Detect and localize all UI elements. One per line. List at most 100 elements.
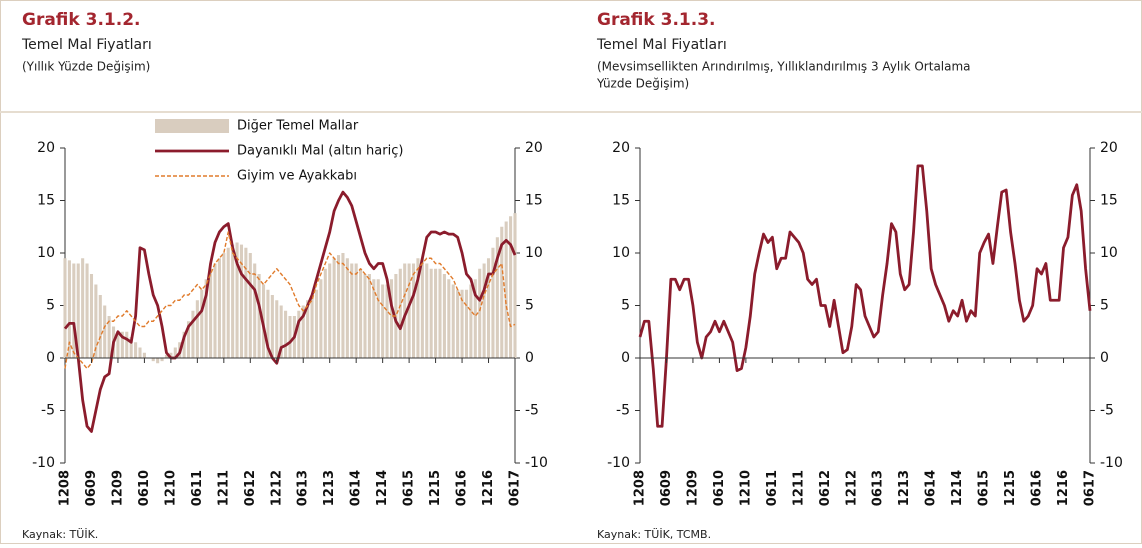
bar xyxy=(200,289,204,358)
bar xyxy=(306,300,310,358)
bar xyxy=(156,358,160,364)
bar xyxy=(151,358,155,362)
bar xyxy=(495,237,499,358)
source: Kaynak: TÜİK. xyxy=(22,528,98,541)
bar xyxy=(98,295,102,358)
chart-note: (Mevsimsellikten Arındırılmış, Yıllıklan… xyxy=(597,60,971,74)
bar xyxy=(451,284,455,358)
y-tick-label: -5 xyxy=(616,403,630,419)
bar xyxy=(116,331,120,358)
x-tick-label: 1211 xyxy=(791,470,806,506)
x-tick-label: 1209 xyxy=(110,470,125,506)
bar xyxy=(63,258,67,358)
x-tick-label: 0611 xyxy=(765,470,780,506)
bar xyxy=(354,263,358,358)
bar xyxy=(169,352,173,358)
bar xyxy=(213,263,217,358)
bar xyxy=(297,310,301,358)
bar xyxy=(336,255,341,358)
legend-label: Giyim ve Ayakkabı xyxy=(237,169,357,184)
x-tick-label: 0613 xyxy=(871,470,886,506)
bar xyxy=(209,268,213,358)
bar xyxy=(385,284,389,358)
chart-subtitle: Temel Mal Fiyatları xyxy=(21,37,152,53)
bar xyxy=(504,221,508,358)
x-tick-label: 0617 xyxy=(508,470,523,506)
bar xyxy=(319,279,323,358)
bar xyxy=(363,274,367,358)
y-tick-label: 10 xyxy=(37,245,55,261)
legend-swatch xyxy=(155,119,229,133)
bar xyxy=(341,253,345,358)
bar xyxy=(398,268,402,358)
legend-label: Dayanıklı Mal (altın hariç) xyxy=(237,144,403,159)
bar xyxy=(460,289,464,358)
bar xyxy=(425,263,429,358)
bar xyxy=(332,258,336,358)
bar xyxy=(85,263,89,358)
bar xyxy=(142,352,146,358)
bar xyxy=(345,258,349,358)
x-tick-label: 0615 xyxy=(402,470,417,506)
bar xyxy=(429,268,433,358)
y2-tick-label: 20 xyxy=(1100,140,1118,156)
x-tick-label: 1214 xyxy=(375,470,390,506)
legend-label: Diğer Temel Mallar xyxy=(237,119,359,134)
line-series xyxy=(638,164,1092,428)
chart-subtitle: Temel Mal Fiyatları xyxy=(596,37,727,53)
bar xyxy=(314,289,319,358)
bar xyxy=(372,279,376,358)
x-tick-label: 0612 xyxy=(243,470,258,506)
x-tick-label: 1212 xyxy=(844,470,859,506)
x-tick-label: 1214 xyxy=(950,470,965,506)
x-tick-label: 0612 xyxy=(818,470,833,506)
bar xyxy=(328,263,332,358)
bar xyxy=(107,316,111,358)
y2-tick-label: -5 xyxy=(525,403,539,419)
x-tick-label: 0611 xyxy=(190,470,205,506)
bar xyxy=(266,289,270,358)
line-series xyxy=(64,231,516,370)
y2-tick-label: 20 xyxy=(525,140,543,156)
x-tick-label: 0615 xyxy=(977,470,992,506)
bar xyxy=(438,268,442,358)
bar xyxy=(420,258,424,358)
bar xyxy=(500,226,504,358)
bar xyxy=(160,358,164,362)
bar xyxy=(323,268,327,358)
x-tick-label: 1213 xyxy=(897,470,912,506)
bar xyxy=(486,258,491,358)
bar xyxy=(389,279,394,358)
y2-tick-label: 10 xyxy=(1100,245,1118,261)
x-tick-label: 0610 xyxy=(712,470,727,506)
y-tick-label: 5 xyxy=(46,298,55,314)
chart-title: Grafik 3.1.3. xyxy=(597,10,716,30)
bar xyxy=(253,263,257,358)
x-tick-label: 0613 xyxy=(296,470,311,506)
bar xyxy=(403,263,407,358)
y-tick-label: 5 xyxy=(621,298,630,314)
bar xyxy=(275,300,279,358)
bar xyxy=(226,247,230,358)
x-tick-label: 1210 xyxy=(738,470,753,506)
x-tick-label: 1216 xyxy=(1056,470,1071,506)
x-tick-label: 1215 xyxy=(1003,470,1018,506)
chart-title: Grafik 3.1.2. xyxy=(22,10,141,30)
y-tick-label: 0 xyxy=(621,350,630,366)
y2-tick-label: -10 xyxy=(1100,455,1123,471)
bar xyxy=(138,347,142,358)
bar xyxy=(222,253,226,358)
bar xyxy=(447,279,451,358)
x-tick-label: 1210 xyxy=(163,470,178,506)
bar xyxy=(94,284,98,358)
y2-tick-label: -10 xyxy=(525,455,548,471)
bar xyxy=(257,274,261,358)
bar xyxy=(182,331,186,358)
x-tick-label: 0614 xyxy=(349,470,364,506)
bar xyxy=(284,310,288,358)
bar xyxy=(76,263,80,358)
y-tick-label: 20 xyxy=(612,140,630,156)
bar xyxy=(509,216,513,358)
bar xyxy=(173,347,177,358)
